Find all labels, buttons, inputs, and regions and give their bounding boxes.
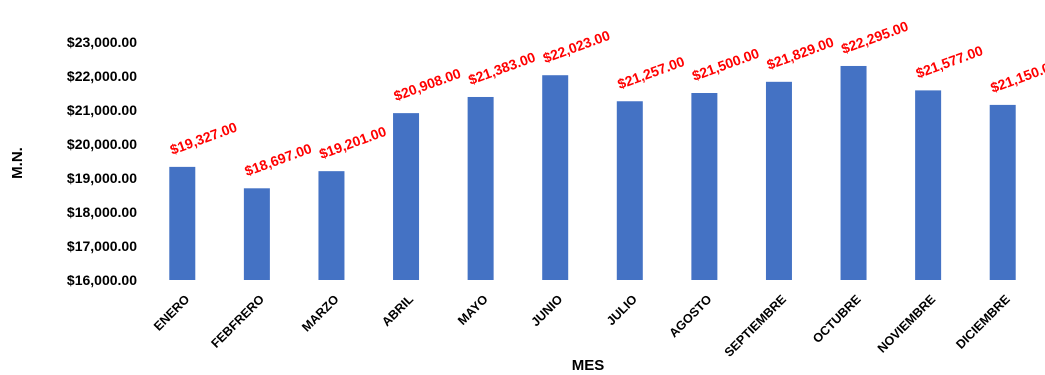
bar [765, 81, 792, 281]
x-tick-label: AGOSTO [666, 292, 714, 340]
bar [169, 166, 196, 280]
x-axis-ticks: ENERO FEBFRERO MARZO ABRIL MAYO JUNIO JULIO AGO… [151, 292, 1013, 360]
bar [616, 101, 643, 281]
data-label: $21,500.00 [690, 45, 762, 84]
x-tick-label: ABRIL [379, 292, 416, 329]
data-label: $21,577.00 [914, 42, 986, 81]
data-label: $22,295.00 [839, 18, 911, 57]
y-tick-label: $23,000.00 [67, 34, 137, 50]
bar [542, 75, 569, 280]
bar [467, 96, 494, 280]
y-tick-label: $22,000.00 [67, 68, 137, 84]
bar [915, 90, 942, 280]
data-label: $21,150.00 [988, 57, 1045, 96]
data-label: $21,383.00 [466, 49, 538, 88]
x-tick-label: MAYO [455, 292, 491, 328]
data-label: $19,327.00 [168, 119, 240, 158]
y-tick-label: $18,000.00 [67, 204, 137, 220]
data-label: $21,257.00 [615, 53, 687, 92]
bar [393, 113, 420, 281]
data-label: $21,829.00 [765, 34, 837, 73]
x-tick-label: DICIEMBRE [953, 292, 1013, 352]
data-label: $20,908.00 [392, 65, 464, 104]
bar [691, 93, 718, 280]
bar [243, 188, 270, 280]
x-tick-label: ENERO [151, 292, 193, 334]
y-tick-label: $21,000.00 [67, 102, 137, 118]
data-label: $19,201.00 [317, 123, 389, 162]
data-labels: $19,327.00$18,697.00 $19,201.00$20,908.00… [168, 18, 1045, 179]
y-tick-label: $19,000.00 [67, 170, 137, 186]
bar [989, 104, 1016, 281]
y-tick-label: $17,000.00 [67, 238, 137, 254]
bar [318, 171, 345, 280]
y-tick-label: $20,000.00 [67, 136, 137, 152]
x-tick-label: SEPTIEMBRE [722, 292, 789, 359]
x-tick-label: JULIO [604, 292, 640, 328]
bar [840, 65, 867, 280]
x-tick-label: FEBFRERO [208, 292, 267, 351]
x-tick-label: JUNIO [528, 292, 565, 329]
x-axis-title: MES [572, 357, 605, 374]
data-label: $22,023.00 [541, 27, 613, 66]
y-tick-label: $16,000.00 [67, 272, 137, 288]
data-label: $18,697.00 [242, 140, 314, 179]
x-tick-label: NOVIEMBRE [875, 292, 938, 355]
y-axis-ticks: $16,000.00 $17,000.00 $18,000.00 $19,000.00… [67, 34, 137, 288]
bars [169, 65, 1016, 281]
y-axis-title: M.N. [9, 147, 26, 179]
x-tick-label: MARZO [299, 292, 341, 334]
x-tick-label: OCTUBRE [810, 292, 864, 346]
